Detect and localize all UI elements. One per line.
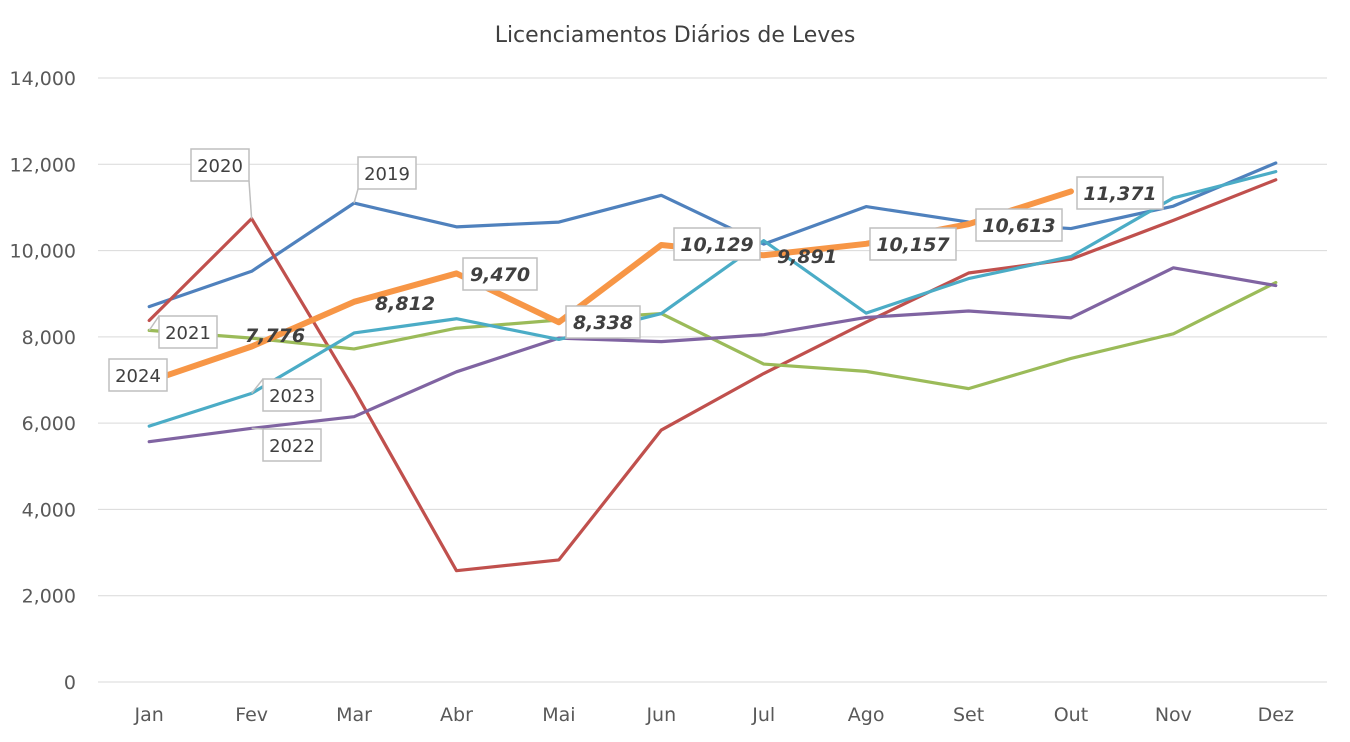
callout-leader bbox=[251, 427, 264, 430]
x-tick-label: Abr bbox=[440, 704, 473, 726]
y-tick-label: 10,000 bbox=[10, 241, 76, 263]
data-label-box bbox=[673, 227, 761, 261]
data-label: 9,470 bbox=[470, 264, 530, 286]
series-line-2020 bbox=[147, 178, 1278, 573]
data-label-box bbox=[975, 208, 1063, 242]
data-label: 10,613 bbox=[982, 215, 1055, 237]
y-tick-label: 6,000 bbox=[22, 413, 76, 435]
series-label-2023: 2023 bbox=[269, 386, 315, 407]
x-axis: Jan Fev Mar Abr Mai Jun Jul Ago Set Out Nov Dez bbox=[134, 704, 1294, 726]
y-tick-label: 4,000 bbox=[22, 499, 76, 521]
series-label-2021: 2021 bbox=[165, 323, 211, 344]
y-tick-label: 2,000 bbox=[22, 586, 76, 608]
x-tick-label: Nov bbox=[1155, 704, 1192, 726]
callout-leader bbox=[251, 378, 264, 394]
x-tick-label: Fev bbox=[235, 704, 268, 726]
y-tick-label: 14,000 bbox=[10, 68, 76, 90]
callout-leader bbox=[353, 188, 359, 204]
y-axis: 0 2,000 4,000 6,000 8,000 10,000 12,000 14,000 bbox=[10, 68, 76, 694]
data-label: 9,891 bbox=[777, 246, 837, 268]
callout-box bbox=[262, 428, 322, 462]
data-label: 10,157 bbox=[876, 234, 950, 256]
x-tick-label: Ago bbox=[848, 704, 885, 726]
callout-box bbox=[108, 358, 168, 392]
data-label: 8,812 bbox=[375, 293, 435, 315]
data-label: 8,338 bbox=[573, 312, 633, 334]
series-line-2022 bbox=[147, 266, 1278, 444]
x-tick-label: Mar bbox=[336, 704, 372, 726]
callout-box bbox=[158, 315, 218, 349]
series-label-2024: 2024 bbox=[115, 366, 161, 387]
data-label: 7,776 bbox=[245, 325, 305, 347]
data-labels: 7,776 8,812 9,470 8,338 10,129 9,891 10,157 10,… bbox=[245, 176, 1164, 347]
series-label-2022: 2022 bbox=[269, 436, 315, 457]
x-tick-label: Set bbox=[953, 704, 984, 726]
series-label-2020: 2020 bbox=[197, 156, 243, 177]
x-tick-label: Jan bbox=[134, 704, 164, 726]
data-label-box bbox=[869, 227, 957, 261]
callout-leader bbox=[148, 315, 160, 331]
x-tick-label: Mai bbox=[542, 704, 575, 726]
data-label-box bbox=[462, 257, 538, 291]
y-tick-label: 12,000 bbox=[10, 154, 76, 176]
y-tick-label: 0 bbox=[64, 672, 76, 694]
x-tick-label: Out bbox=[1054, 704, 1088, 726]
series-line-2024 bbox=[146, 188, 1074, 385]
data-label: 10,129 bbox=[680, 234, 753, 256]
series-label-2019: 2019 bbox=[364, 164, 410, 185]
series-callouts: 2020 2019 2021 2024 2023 2022 bbox=[108, 148, 417, 462]
callout-box bbox=[190, 148, 250, 182]
y-tick-label: 8,000 bbox=[22, 327, 76, 349]
x-tick-label: Jun bbox=[645, 704, 676, 726]
callout-leader bbox=[248, 180, 253, 219]
series-line-2019 bbox=[147, 161, 1278, 309]
data-label-box bbox=[565, 305, 641, 339]
series-line-2021 bbox=[147, 280, 1278, 391]
data-label: 11,371 bbox=[1083, 183, 1156, 205]
callout-box bbox=[357, 156, 417, 190]
series-line-2023 bbox=[147, 170, 1278, 428]
chart-title: Licenciamentos Diários de Leves bbox=[495, 23, 856, 48]
x-tick-label: Jul bbox=[751, 704, 775, 726]
data-label-box bbox=[1076, 176, 1164, 210]
x-tick-label: Dez bbox=[1258, 704, 1294, 726]
callout-box bbox=[262, 378, 322, 412]
